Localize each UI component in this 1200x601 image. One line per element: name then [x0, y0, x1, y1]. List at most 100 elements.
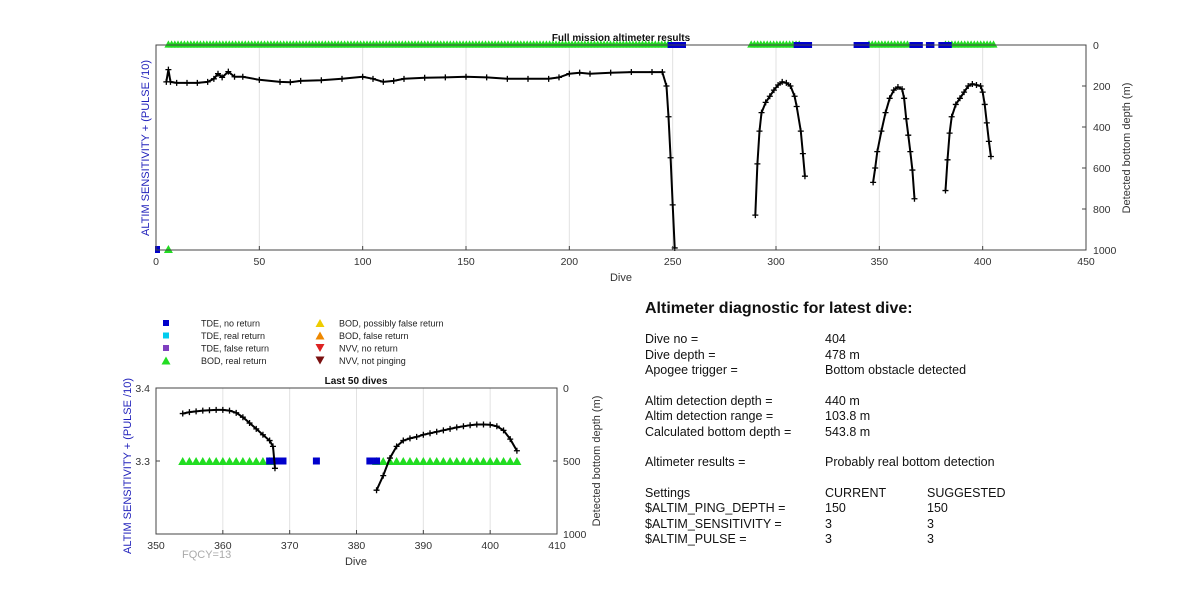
bottom-x-tick-label: 400: [481, 540, 499, 552]
legend-marker: [315, 331, 325, 340]
top-y-tick-label: 600: [1093, 163, 1111, 175]
bottom-depth-point: [791, 93, 798, 100]
bottom-depth-point: [903, 115, 910, 122]
tde-no-return-marker: [272, 457, 280, 465]
bottom-left-axis-label: ALTIM SENSITIVITY + (PULSE /10): [122, 378, 134, 554]
bottom-y-ticks: 3.3 3.4 0 500 1000: [135, 383, 586, 541]
bottom-depth-point: [413, 433, 420, 440]
top-plot-frame: [155, 44, 1087, 251]
legend-label: BOD, real return: [201, 356, 267, 366]
bottom-depth-point: [380, 78, 387, 85]
legend-marker: [161, 356, 171, 365]
legend-marker: [163, 345, 169, 351]
bottom-depth-point: [872, 165, 879, 171]
bottom-depth-point: [905, 132, 912, 139]
bod-real-return-marker: [378, 456, 388, 466]
bottom-depth-point: [406, 435, 413, 442]
top-x-tick-label: 250: [664, 256, 682, 268]
bottom-depth-point: [752, 212, 759, 219]
altim-detection-depth-value: 440 m: [825, 393, 860, 408]
bod-real-return-marker: [218, 456, 228, 466]
bottom-depth-point: [219, 406, 226, 413]
bottom-depth-point: [667, 154, 674, 161]
top-y-tick-label: 0: [1093, 40, 1099, 52]
bottom-x-tick-label: 370: [281, 540, 299, 552]
bottom-depth-point: [487, 421, 494, 428]
bottom-depth-point: [870, 179, 877, 186]
legend-marker: [315, 318, 325, 328]
bottom-depth-point: [775, 81, 782, 88]
bod-real-return-marker: [392, 456, 402, 466]
bottom-depth-point: [210, 75, 217, 82]
bottom-depth-point: [184, 79, 190, 86]
dive-no-label: Dive no =: [645, 332, 699, 346]
tde-no-return-marker: [373, 457, 381, 465]
bottom-depth-point: [231, 73, 238, 80]
bottom-depth-point: [447, 425, 454, 432]
bottom-depth-point: [473, 421, 480, 428]
bottom-depth-point: [390, 77, 397, 84]
top-left-axis-label: ALTIM SENSITIVITY + (PULSE /10): [140, 60, 152, 236]
bottom-depth-point: [981, 101, 988, 108]
tde-no-return-marker: [312, 457, 320, 465]
ping-depth-suggested: 150: [927, 501, 948, 515]
bottom-x-tick-label: 360: [214, 540, 232, 552]
apogee-trigger-label: Apogee trigger =: [645, 363, 738, 377]
bottom-depth-point: [659, 69, 666, 76]
bottom-depth-point: [901, 95, 908, 102]
bottom-depth-point: [400, 437, 407, 444]
top-y-tick-label: 400: [1093, 122, 1111, 134]
calculated-bottom-depth-label: Calculated bottom depth =: [645, 424, 792, 439]
bottom-depth-point: [421, 74, 428, 81]
bottom-chart-title: Last 50 dives: [325, 376, 388, 387]
bottom-depth-point: [779, 78, 786, 85]
bod-real-return-marker: [258, 456, 268, 466]
legend-label: NVV, no return: [339, 344, 398, 354]
bottom-depth-point: [766, 93, 773, 100]
dive-depth-value: 478 m: [825, 347, 860, 362]
top-x-tick-label: 100: [354, 256, 372, 268]
dive-depth-label: Dive depth =: [645, 347, 716, 362]
bottom-depth-point: [874, 148, 881, 155]
bottom-depth-point: [907, 148, 914, 155]
bottom-depth-point: [339, 75, 345, 82]
bottom-depth-point: [956, 95, 963, 102]
diagnostic-title: Altimeter diagnostic for latest dive:: [645, 300, 913, 317]
bottom-depth-line: [165, 69, 676, 248]
bod-real-return-marker: [245, 456, 255, 466]
bottom-x-tick-label: 380: [348, 540, 366, 552]
bottom-depth-point: [453, 424, 460, 431]
legend-label: TDE, real return: [201, 331, 265, 341]
top-tde-no-return-markers: [155, 42, 952, 253]
bod-real-return-marker: [512, 456, 522, 466]
top-x-tick-label: 400: [974, 256, 992, 268]
bottom-depth-point: [269, 443, 276, 450]
bod-real-return-marker: [251, 456, 261, 466]
bod-real-return-marker: [499, 456, 509, 466]
bottom-depth-point: [287, 79, 294, 86]
last-50-dives-chart: 350 360 370 380 390 400 410 3.3 3.4 0 500 1000 Las…: [122, 376, 603, 568]
bottom-depth-point: [246, 420, 253, 427]
bottom-depth-point: [463, 73, 469, 80]
legend-label: BOD, possibly false return: [339, 319, 444, 329]
fqcy-annotation: FQCY=13: [182, 549, 231, 561]
sensitivity-suggested: 3: [927, 516, 934, 531]
bottom-depth-point: [373, 487, 380, 494]
bottom-depth-point: [979, 89, 986, 96]
bod-real-return-marker: [204, 456, 214, 466]
bottom-depth-line: [944, 82, 992, 191]
bottom-depth-point: [513, 447, 520, 454]
bottom-depth-point: [663, 83, 670, 89]
pulse-suggested: 3: [927, 532, 934, 546]
bod-real-return-marker: [492, 456, 502, 466]
bottom-depth-point: [206, 407, 213, 414]
bottom-depth-point: [433, 428, 440, 435]
bottom-depth-line: [375, 423, 518, 491]
bottom-depth-point: [165, 66, 172, 73]
tde-no-return-marker: [279, 457, 287, 465]
bottom-depth-point: [233, 409, 240, 416]
bottom-depth-point: [899, 86, 906, 93]
bottom-depth-point: [801, 173, 808, 180]
bod-real-return-marker: [452, 456, 462, 466]
legend-marker: [315, 356, 325, 365]
